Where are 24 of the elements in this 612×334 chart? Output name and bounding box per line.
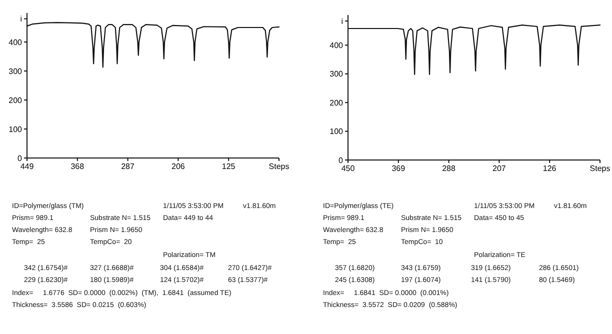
y-tick-label: i <box>341 16 344 26</box>
y-tick-label: 200 <box>330 98 344 108</box>
y-tick-label: 400 <box>8 38 23 47</box>
x-tick-label: 126 <box>542 164 557 173</box>
x-tick-label: 368 <box>70 162 85 171</box>
x-tick-label: 369 <box>392 164 406 173</box>
x-tick-label: 207 <box>492 164 506 173</box>
y-tick-label: 400 <box>330 40 344 50</box>
x-tick-label: 450 <box>341 164 356 173</box>
y-tick-label: 200 <box>8 96 23 105</box>
y-tick-label: 100 <box>330 127 344 136</box>
y-tick-label: 0 <box>18 154 23 163</box>
x-tick-label: 288 <box>442 164 456 173</box>
y-tick-label: 100 <box>8 124 23 134</box>
x-tick-label: 125 <box>222 162 236 171</box>
x-tick-label: 449 <box>20 162 34 171</box>
y-tick-label: 300 <box>330 70 344 79</box>
x-tick-label: 287 <box>121 162 136 171</box>
y-tick-label: i <box>20 14 22 24</box>
x-tick-label: 206 <box>172 162 186 171</box>
x-tick-label: Steps <box>590 164 610 173</box>
y-tick-label: 0 <box>338 156 344 165</box>
x-tick-label: Steps <box>268 162 290 171</box>
y-tick-label: 300 <box>8 66 23 76</box>
